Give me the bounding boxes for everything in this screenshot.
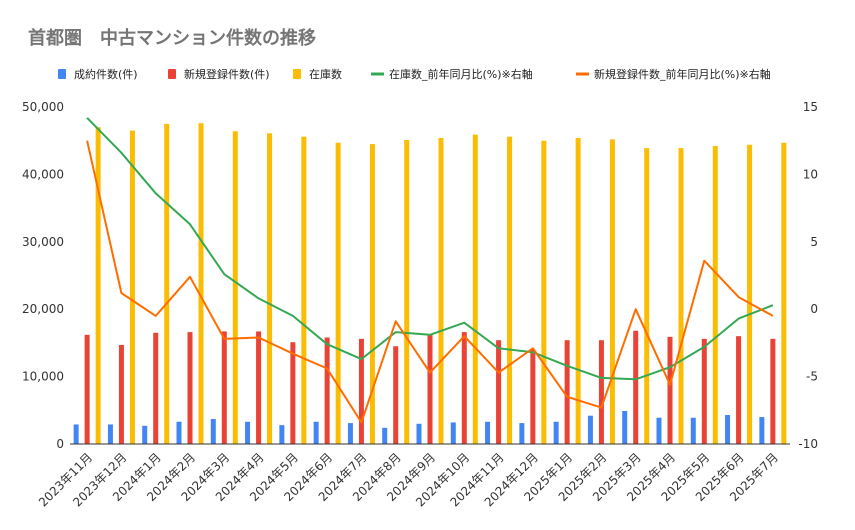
bar-1 xyxy=(622,410,628,444)
bar-1 xyxy=(519,423,525,444)
bar-2 xyxy=(324,337,330,444)
y-right-tick-label: -10 xyxy=(798,437,818,451)
bar-1 xyxy=(382,427,388,444)
bar-1 xyxy=(553,421,559,444)
bar-1 xyxy=(656,417,662,444)
bar-3 xyxy=(541,140,547,444)
bar-1 xyxy=(725,415,731,444)
bar-3 xyxy=(95,127,101,444)
bar-2 xyxy=(701,338,707,444)
bar-1 xyxy=(485,421,491,444)
bar-2 xyxy=(598,340,604,444)
bar-2 xyxy=(358,338,364,444)
bar-1 xyxy=(759,417,765,444)
bar-2 xyxy=(496,340,502,444)
bar-3 xyxy=(507,136,513,444)
bar-3 xyxy=(575,138,581,444)
bar-3 xyxy=(335,142,341,445)
chart-title: 首都圏 中古マンション件数の推移 xyxy=(28,28,316,49)
bar-2 xyxy=(667,336,673,444)
bar-1 xyxy=(107,424,113,444)
y-left-tick-label: 10,000 xyxy=(22,370,64,384)
bar-2 xyxy=(118,344,124,444)
legend-label: 新規登録件数_前年同月比(%)※右軸 xyxy=(594,67,771,81)
y-right-tick-label: 15 xyxy=(803,100,818,114)
bar-1 xyxy=(313,421,319,444)
bar-2 xyxy=(770,338,776,444)
y-left-tick-label: 40,000 xyxy=(22,167,64,181)
bar-1 xyxy=(245,421,251,444)
bar-1 xyxy=(416,423,422,444)
legend-swatch xyxy=(58,69,66,79)
bar-2 xyxy=(153,332,159,444)
bar-1 xyxy=(450,422,456,444)
bar-1 xyxy=(73,424,79,444)
bar-2 xyxy=(221,331,227,444)
bars xyxy=(73,123,787,445)
bar-2 xyxy=(736,336,742,444)
y-right-tick-label: 10 xyxy=(803,167,818,181)
bar-3 xyxy=(644,148,650,444)
legend-label: 在庫数_前年同月比(%)※右軸 xyxy=(389,67,533,81)
legend-swatch xyxy=(293,69,301,79)
bar-2 xyxy=(187,332,193,444)
y-left-tick-label: 20,000 xyxy=(22,302,64,316)
bar-2 xyxy=(393,346,399,444)
bar-3 xyxy=(369,144,375,444)
bar-3 xyxy=(438,138,444,444)
bar-1 xyxy=(210,419,216,444)
bar-3 xyxy=(404,140,410,444)
bar-3 xyxy=(164,123,170,444)
legend-swatch xyxy=(168,69,176,79)
legend-label: 新規登録件数(件) xyxy=(184,67,270,81)
y-left-tick-label: 0 xyxy=(56,437,64,451)
bar-1 xyxy=(176,421,182,444)
bar-2 xyxy=(256,331,262,444)
line-series-1 xyxy=(86,117,774,381)
bar-1 xyxy=(587,415,593,444)
bar-3 xyxy=(232,131,238,444)
bar-3 xyxy=(267,133,273,444)
legend-label: 在庫数 xyxy=(309,67,342,81)
bar-3 xyxy=(301,136,307,444)
lines xyxy=(86,117,774,424)
bar-3 xyxy=(712,146,718,445)
bar-2 xyxy=(427,334,433,444)
bar-2 xyxy=(564,340,570,444)
y-right-tick-label: 0 xyxy=(810,302,818,316)
bar-2 xyxy=(290,342,296,444)
y-right-axis: -10 -5 0 5 10 15 xyxy=(798,100,818,451)
bar-3 xyxy=(678,148,684,444)
legend: 成約件数(件) 新規登録件数(件) 在庫数 在庫数_前年同月比(%)※右軸 新規登録件数… xyxy=(58,67,771,81)
bar-3 xyxy=(747,144,753,444)
bar-3 xyxy=(609,139,615,445)
bar-3 xyxy=(198,123,204,445)
y-left-axis: 0 10,000 20,000 30,000 40,000 50,000 xyxy=(22,100,64,451)
bar-2 xyxy=(461,332,467,444)
y-left-tick-label: 30,000 xyxy=(22,235,64,249)
bar-2 xyxy=(84,334,90,444)
bar-1 xyxy=(279,425,285,444)
bar-2 xyxy=(633,330,639,444)
y-right-tick-label: 5 xyxy=(810,235,818,249)
y-left-tick-label: 50,000 xyxy=(22,100,64,114)
bar-1 xyxy=(142,425,148,444)
bar-3 xyxy=(472,134,478,444)
bar-2 xyxy=(530,349,536,444)
line-series-2 xyxy=(86,140,774,424)
bar-3 xyxy=(129,130,135,444)
y-right-tick-label: -5 xyxy=(806,370,818,384)
bar-1 xyxy=(347,423,353,444)
x-axis: 2023年11月2023年12月2024年1月2024年2月2024年3月202… xyxy=(36,450,781,509)
bar-3 xyxy=(781,142,787,445)
legend-label: 成約件数(件) xyxy=(74,67,138,81)
bar-1 xyxy=(690,417,696,444)
